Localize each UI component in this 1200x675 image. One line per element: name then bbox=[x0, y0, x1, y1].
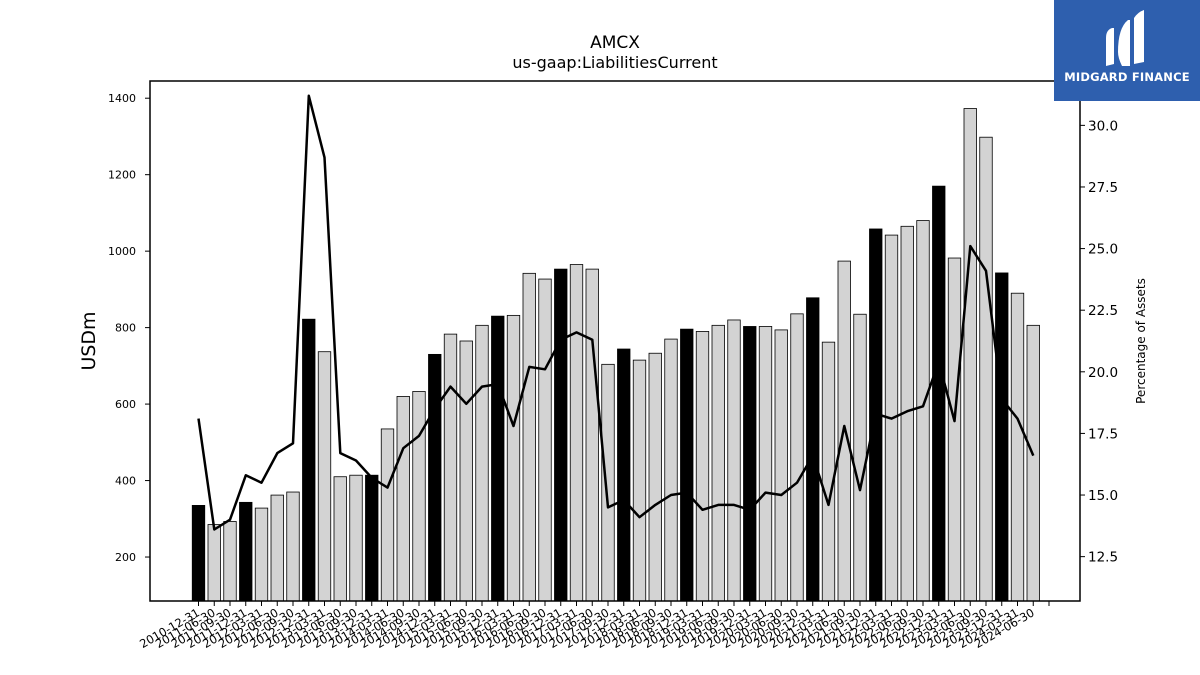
bar-2014-12-31 bbox=[443, 333, 458, 602]
bar-2011-06-30 bbox=[223, 521, 237, 602]
bar-2015-06-30 bbox=[475, 324, 489, 602]
chart-title: AMCX bbox=[590, 33, 640, 53]
bar-2017-06-30 bbox=[601, 363, 615, 602]
bar-2015-12-31 bbox=[506, 314, 521, 602]
chart-subtitle: us-gaap:LiabilitiesCurrent bbox=[512, 53, 717, 72]
bar-2022-09-30 bbox=[932, 185, 946, 602]
bar-2018-09-30 bbox=[680, 328, 694, 602]
y2-tick-label: 27.5 bbox=[1088, 180, 1118, 196]
y2-tick-label: 22.5 bbox=[1088, 303, 1118, 319]
bar-2019-09-30 bbox=[743, 326, 757, 602]
bars-layer bbox=[191, 108, 1040, 602]
bar-2018-12-31 bbox=[695, 331, 710, 602]
y-tick-label: 200 bbox=[115, 551, 136, 564]
bar-2020-06-30 bbox=[790, 313, 804, 602]
bar-2015-03-31 bbox=[459, 340, 473, 602]
bar-2019-06-30 bbox=[727, 319, 741, 602]
y2-tick-label: 17.5 bbox=[1088, 426, 1118, 442]
pct-assets-line bbox=[197, 94, 1035, 531]
bar-2015-09-30 bbox=[491, 315, 505, 602]
y2-tick-label: 20.0 bbox=[1088, 365, 1118, 381]
bar-2018-03-31 bbox=[648, 352, 662, 602]
y-axis-left: 200 400 600 800 1000 1200 1400 bbox=[108, 92, 150, 564]
bar-2013-09-30 bbox=[365, 474, 379, 602]
y-tick-label: 1000 bbox=[108, 245, 136, 258]
bar-2012-09-30 bbox=[302, 318, 316, 602]
y-tick-label: 1400 bbox=[108, 92, 136, 105]
y-tick-label: 400 bbox=[115, 475, 136, 488]
bar-2012-03-31 bbox=[270, 494, 284, 602]
bar-2021-06-30 bbox=[853, 313, 867, 602]
y-axis-right: 12.5 15.0 17.5 20.0 22.5 25.0 27.5 30.0 bbox=[1080, 118, 1118, 566]
bar-2022-06-30 bbox=[916, 220, 930, 602]
y2-tick-label: 12.5 bbox=[1088, 550, 1118, 566]
bar-2023-12-31 bbox=[1010, 292, 1025, 602]
bar-2017-09-30 bbox=[617, 348, 631, 602]
bar-2016-03-31 bbox=[522, 272, 536, 602]
logo-mark-icon bbox=[1106, 10, 1144, 66]
brand-logo: MIDGARD FINANCE bbox=[1054, 0, 1200, 101]
y2-axis-label: Percentage of Assets bbox=[1134, 278, 1148, 404]
bar-2019-12-31 bbox=[758, 326, 773, 602]
bar-2017-03-31 bbox=[585, 268, 599, 602]
bar-2023-03-31 bbox=[963, 108, 977, 602]
bar-2013-12-31 bbox=[380, 428, 395, 602]
bar-2022-12-31 bbox=[947, 257, 962, 602]
bar-2019-03-31 bbox=[711, 324, 725, 602]
bar-2020-03-31 bbox=[774, 329, 788, 602]
bar-2020-12-31 bbox=[821, 341, 836, 602]
y-tick-label: 1200 bbox=[108, 169, 136, 182]
bar-2016-06-30 bbox=[538, 278, 552, 602]
bar-2017-12-31 bbox=[632, 359, 647, 602]
y-tick-label: 600 bbox=[115, 398, 136, 411]
bar-2023-09-30 bbox=[995, 272, 1009, 602]
y2-tick-label: 25.0 bbox=[1088, 242, 1118, 258]
pct-line-layer bbox=[197, 94, 1035, 531]
bar-2010-12-31 bbox=[191, 505, 206, 602]
bar-2024-03-31 bbox=[1026, 324, 1040, 602]
bar-2023-06-30 bbox=[979, 136, 993, 602]
y2-tick-label: 15.0 bbox=[1088, 488, 1118, 504]
bar-2011-12-31 bbox=[254, 507, 269, 602]
bar-2013-06-30 bbox=[349, 474, 363, 602]
bar-2012-12-31 bbox=[317, 351, 332, 602]
logo-text: MIDGARD FINANCE bbox=[1064, 70, 1190, 84]
bar-2014-09-30 bbox=[428, 353, 442, 602]
bar-2016-09-30 bbox=[554, 268, 568, 602]
y-tick-label: 800 bbox=[115, 322, 136, 335]
bar-2011-09-30 bbox=[239, 501, 253, 602]
bar-2016-12-31 bbox=[569, 264, 584, 602]
x-axis: 2010-12-312011-06-302011-09-302011-12-31… bbox=[137, 601, 1050, 651]
bar-2014-06-30 bbox=[412, 391, 426, 602]
plot-frame bbox=[149, 80, 1081, 602]
bar-2012-06-30 bbox=[286, 491, 300, 602]
y-axis-label: USDm bbox=[78, 311, 100, 370]
bar-2014-03-31 bbox=[396, 396, 410, 602]
bar-2020-09-30 bbox=[806, 297, 820, 602]
bar-2013-03-31 bbox=[333, 476, 347, 602]
y2-tick-label: 30.0 bbox=[1088, 118, 1118, 134]
bar-2011-03-31 bbox=[207, 524, 221, 602]
bar-2018-06-30 bbox=[664, 338, 678, 602]
